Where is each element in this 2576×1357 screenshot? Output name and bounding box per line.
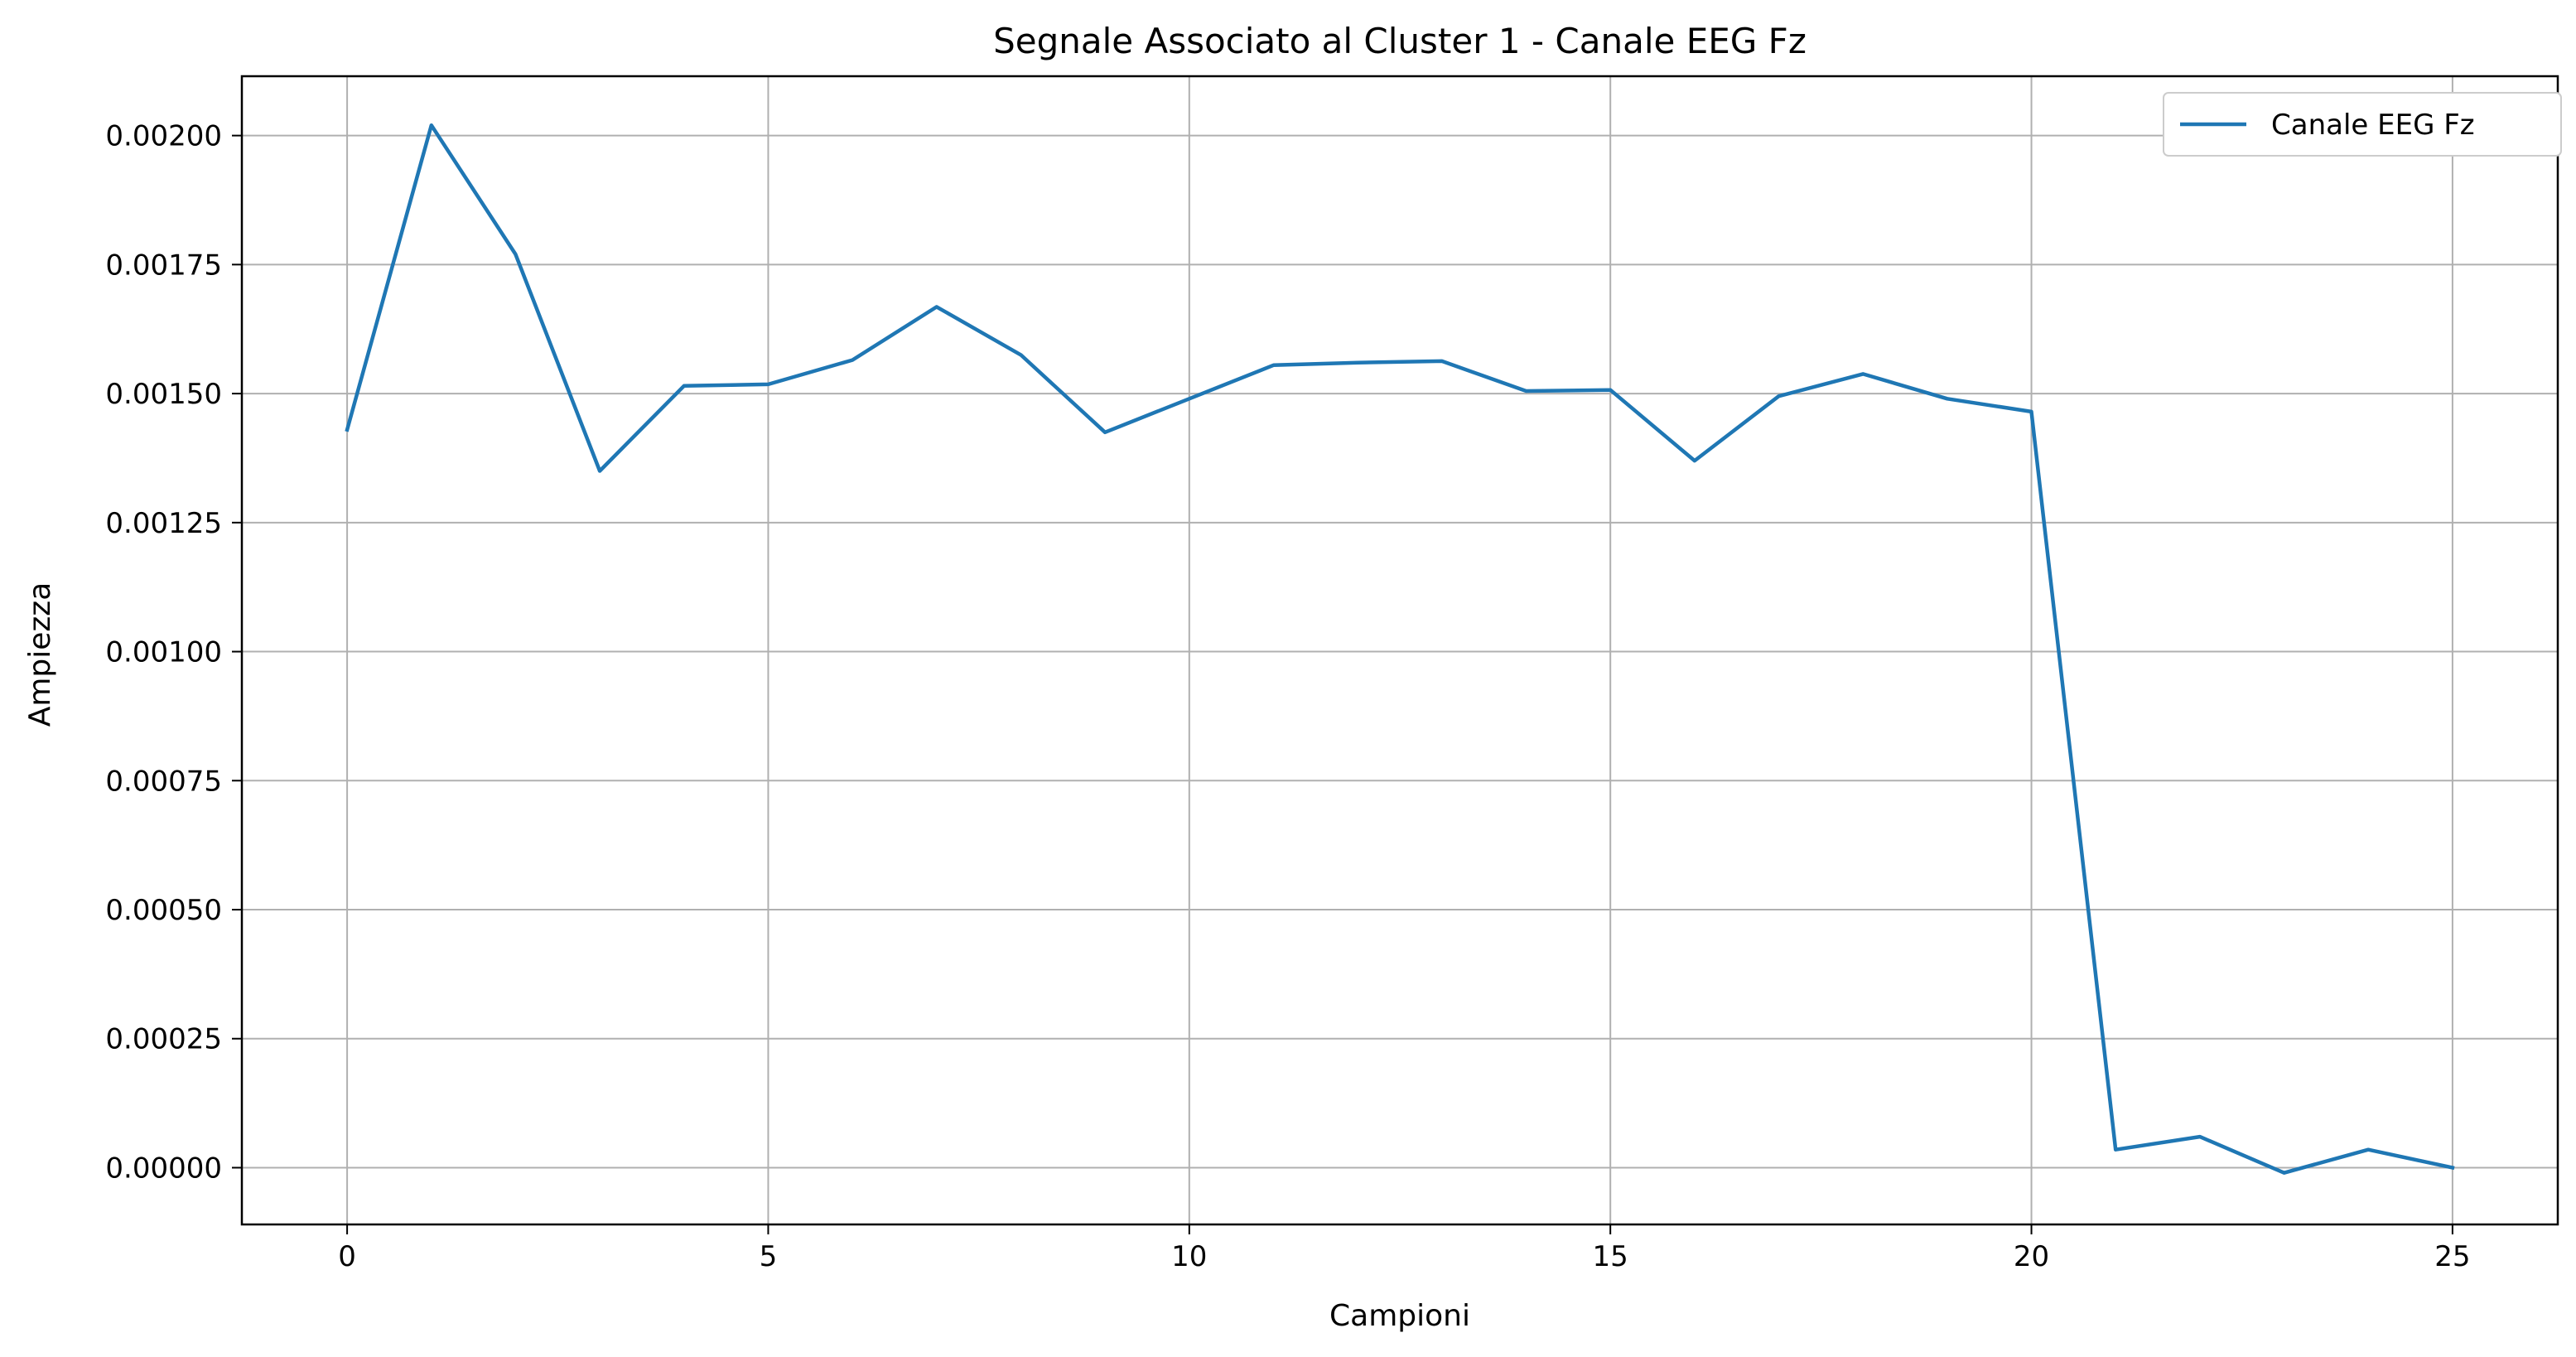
x-tick-label: 5 (760, 1240, 778, 1273)
y-tick-label: 0.00075 (105, 765, 222, 798)
y-tick-label: 0.00050 (105, 894, 222, 927)
y-tick-label: 0.00125 (105, 507, 222, 540)
plot-frame (240, 75, 2559, 1226)
series-line-canale-eeg-fz (345, 123, 2455, 1175)
grid (242, 76, 2558, 1224)
y-tick-label: 0.00025 (105, 1023, 222, 1056)
y-tick-label: 0.00175 (105, 249, 222, 282)
series-layer (345, 123, 2455, 1175)
y-tick-label: 0.00150 (105, 378, 222, 411)
x-tick-label: 25 (2434, 1240, 2470, 1273)
legend-label: Canale EEG Fz (2271, 109, 2475, 142)
x-tick-label: 10 (1171, 1240, 1207, 1273)
y-tick-label: 0.00100 (105, 636, 222, 669)
y-axis-label: Ampiezza (23, 582, 57, 727)
x-axis-label: Campioni (1329, 1299, 1470, 1333)
x-tick-label: 0 (338, 1240, 356, 1273)
chart-title: Segnale Associato al Cluster 1 - Canale … (993, 21, 1807, 61)
ticks: 0 5 10 15 20 25 0.00000 0.00025 0.00050 0.00075 0.… (105, 120, 2470, 1273)
x-tick-label: 20 (2014, 1240, 2049, 1273)
y-tick-label: 0.00200 (105, 120, 222, 153)
y-tick-label: 0.00000 (105, 1152, 222, 1185)
x-tick-label: 15 (1593, 1240, 1628, 1273)
legend-box (2163, 92, 2562, 157)
legend: Canale EEG Fz (2163, 92, 2562, 157)
